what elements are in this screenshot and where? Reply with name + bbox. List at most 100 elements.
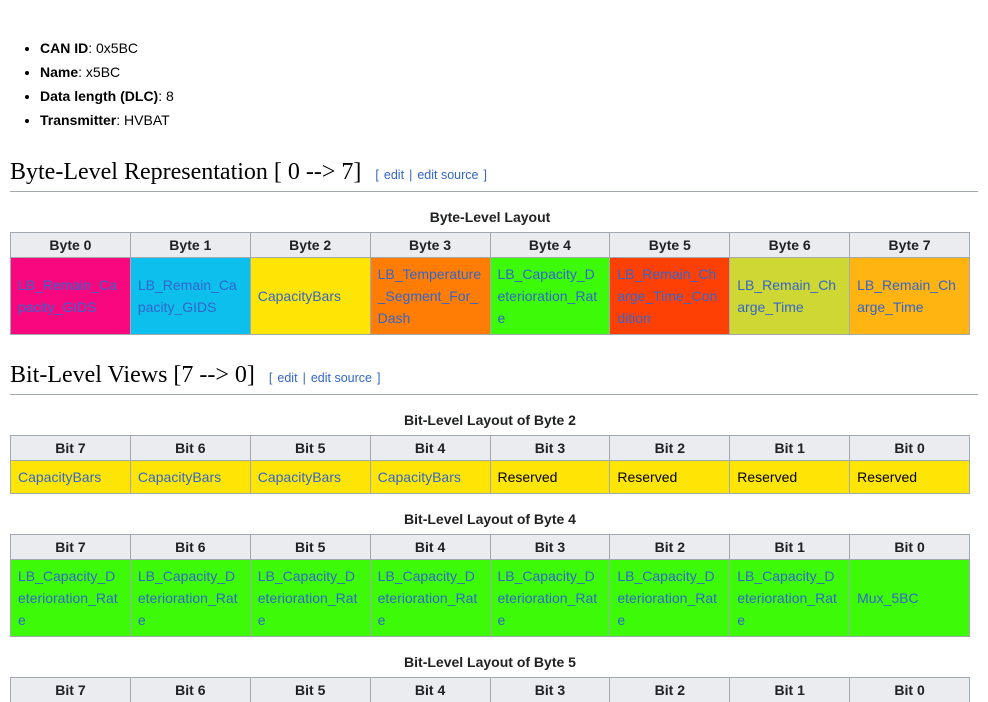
column-header-bit7: Bit 7 [10,435,131,461]
bit-cell: LB_Capacity_Deterioration_Rate [729,559,851,637]
byte-signal-row: LB_Remain_Capacity_GIDS LB_Remain_Capaci… [10,257,970,335]
byte-level-layout-table: Byte-Level Layout Byte 0 Byte 1 Byte 2 B… [10,209,970,335]
edit-divider: | [409,168,413,182]
bit-cell: Reserved [849,460,970,494]
info-label: Name [40,64,79,80]
edit-bracket-close: ] [483,168,487,182]
bit-header-row: Bit 7 Bit 6 Bit 5 Bit 4 Bit 3 Bit 2 Bit … [10,435,970,461]
signal-link[interactable]: LB_Capacity_Deterioration_Rate [497,266,598,326]
column-header-bit2: Bit 2 [609,677,731,702]
bit-cell: Mux_5BC [849,559,970,637]
edit-bracket-close: ] [376,371,381,385]
info-separator: : [116,112,125,128]
bit-level-table-byte5: Bit-Level Layout of Byte 5 Bit 7 Bit 6 B… [10,654,970,702]
info-value: x5BC [85,64,121,80]
edit-bracket-open: [ [375,168,379,182]
message-info-list: CAN ID: 0x5BC Name: x5BC Data length (DL… [10,36,978,132]
bit-cell: CapacityBars [369,460,491,494]
info-separator: : [78,64,86,80]
byte-cell: LB_Remain_Charge_Time [729,257,851,335]
signal-link[interactable]: LB_Capacity_Deterioration_Rate [737,568,837,628]
signal-link[interactable]: CapacityBars [257,288,342,304]
byte-level-heading: Byte-Level Representation [ 0 --> 7] [edi… [10,159,978,192]
column-header-bit0: Bit 0 [849,435,970,461]
signal-link[interactable]: CapacityBars [18,469,102,485]
edit-source-link[interactable]: edit source [310,371,372,385]
signal-link[interactable]: CapacityBars [377,469,461,485]
column-header-bit5: Bit 5 [249,677,371,702]
column-header-byte1: Byte 1 [129,232,251,258]
signal-link[interactable]: CapacityBars [257,469,342,485]
bit-cell: LB_Capacity_Deterioration_Rate [609,559,731,637]
byte-cell: LB_Remain_Charge_Time [849,257,970,335]
column-header-bit7: Bit 7 [10,677,131,702]
bit-cell: Reserved [609,460,731,494]
column-header-bit6: Bit 6 [129,677,251,702]
column-header-byte0: Byte 0 [10,232,131,258]
byte-cell: LB_Temperature_Segment_For_Dash [369,257,491,335]
signal-link[interactable]: LB_Temperature_Segment_For_Dash [377,266,482,326]
byte-cell: CapacityBars [249,257,371,335]
column-header-byte7: Byte 7 [849,232,970,258]
info-separator: : [88,40,97,56]
signal-link[interactable]: LB_Capacity_Deterioration_Rate [617,568,717,628]
byte-table-caption: Byte-Level Layout [429,209,551,225]
column-header-byte2: Byte 2 [249,232,371,258]
signal-link[interactable]: LB_Remain_Charge_Time [737,277,837,315]
column-header-bit3: Bit 3 [489,677,611,702]
bit-header-row: Bit 7 Bit 6 Bit 5 Bit 4 Bit 3 Bit 2 Bit … [10,677,970,702]
column-header-bit2: Bit 2 [609,534,731,560]
column-header-bit4: Bit 4 [369,435,491,461]
byte-cell: LB_Remain_Charge_Time_Condition [609,257,731,335]
signal-link[interactable]: LB_Remain_Capacity_GIDS [18,277,117,315]
info-item-transmitter: Transmitter: HVBAT [40,108,978,132]
column-header-bit3: Bit 3 [489,435,611,461]
bit-cell: LB_Capacity_Deterioration_Rate [129,559,251,637]
byte-cell: LB_Remain_Capacity_GIDS [129,257,251,335]
bit-signal-row: CapacityBars CapacityBars CapacityBars C… [10,460,970,494]
edit-link[interactable]: edit [383,168,405,182]
signal-link[interactable]: CapacityBars [137,469,222,485]
byte-cell: LB_Capacity_Deterioration_Rate [489,257,611,335]
signal-link[interactable]: LB_Capacity_Deterioration_Rate [137,568,238,628]
signal-link[interactable]: Mux_5BC [857,590,919,606]
bit-cell: LB_Capacity_Deterioration_Rate [10,559,131,637]
heading-text: Bit-Level Views [7 --> 0] [10,362,255,388]
bit-cell: Reserved [729,460,851,494]
signal-link[interactable]: LB_Capacity_Deterioration_Rate [377,568,478,628]
signal-link[interactable]: LB_Remain_Charge_Time [857,277,956,315]
column-header-bit4: Bit 4 [369,534,491,560]
info-item-can-id: CAN ID: 0x5BC [40,36,978,60]
edit-source-link[interactable]: edit source [417,168,479,182]
bit-cell: Reserved [489,460,611,494]
info-item-name: Name: x5BC [40,60,978,84]
bit-signal-row: LB_Capacity_Deterioration_Rate LB_Capaci… [10,559,970,637]
bit-level-heading: Bit-Level Views [7 --> 0] [edit | edit sour… [10,362,978,395]
info-label: Transmitter [40,112,117,128]
bit-table-byte2-caption: Bit-Level Layout of Byte 2 [404,412,576,428]
bit-cell: CapacityBars [249,460,371,494]
signal-link[interactable]: LB_Capacity_Deterioration_Rate [497,568,598,628]
info-value: HVBAT [124,112,170,128]
signal-link[interactable]: LB_Capacity_Deterioration_Rate [18,568,118,628]
edit-link[interactable]: edit [277,371,298,385]
column-header-bit5: Bit 5 [249,435,371,461]
info-value: 0x5BC [96,40,139,56]
info-label: CAN ID [40,40,89,56]
signal-link[interactable]: LB_Remain_Capacity_GIDS [137,277,237,315]
column-header-bit0: Bit 0 [849,534,970,560]
bit-level-table-byte2: Bit-Level Layout of Byte 2 Bit 7 Bit 6 B… [10,412,970,494]
column-header-bit7: Bit 7 [10,534,131,560]
signal-link[interactable]: LB_Capacity_Deterioration_Rate [257,568,358,628]
column-header-bit5: Bit 5 [249,534,371,560]
bit-cell: LB_Capacity_Deterioration_Rate [369,559,491,637]
reserved-label: Reserved [497,469,558,485]
column-header-bit1: Bit 1 [729,435,851,461]
bit-level-table-byte4: Bit-Level Layout of Byte 4 Bit 7 Bit 6 B… [10,511,970,637]
edit-divider: | [302,371,306,385]
column-header-bit3: Bit 3 [489,534,611,560]
signal-link[interactable]: LB_Remain_Charge_Time_Condition [617,266,718,326]
reserved-label: Reserved [857,469,918,485]
edit-section: [edit | edit source] [269,371,381,385]
info-separator: : [158,88,166,104]
